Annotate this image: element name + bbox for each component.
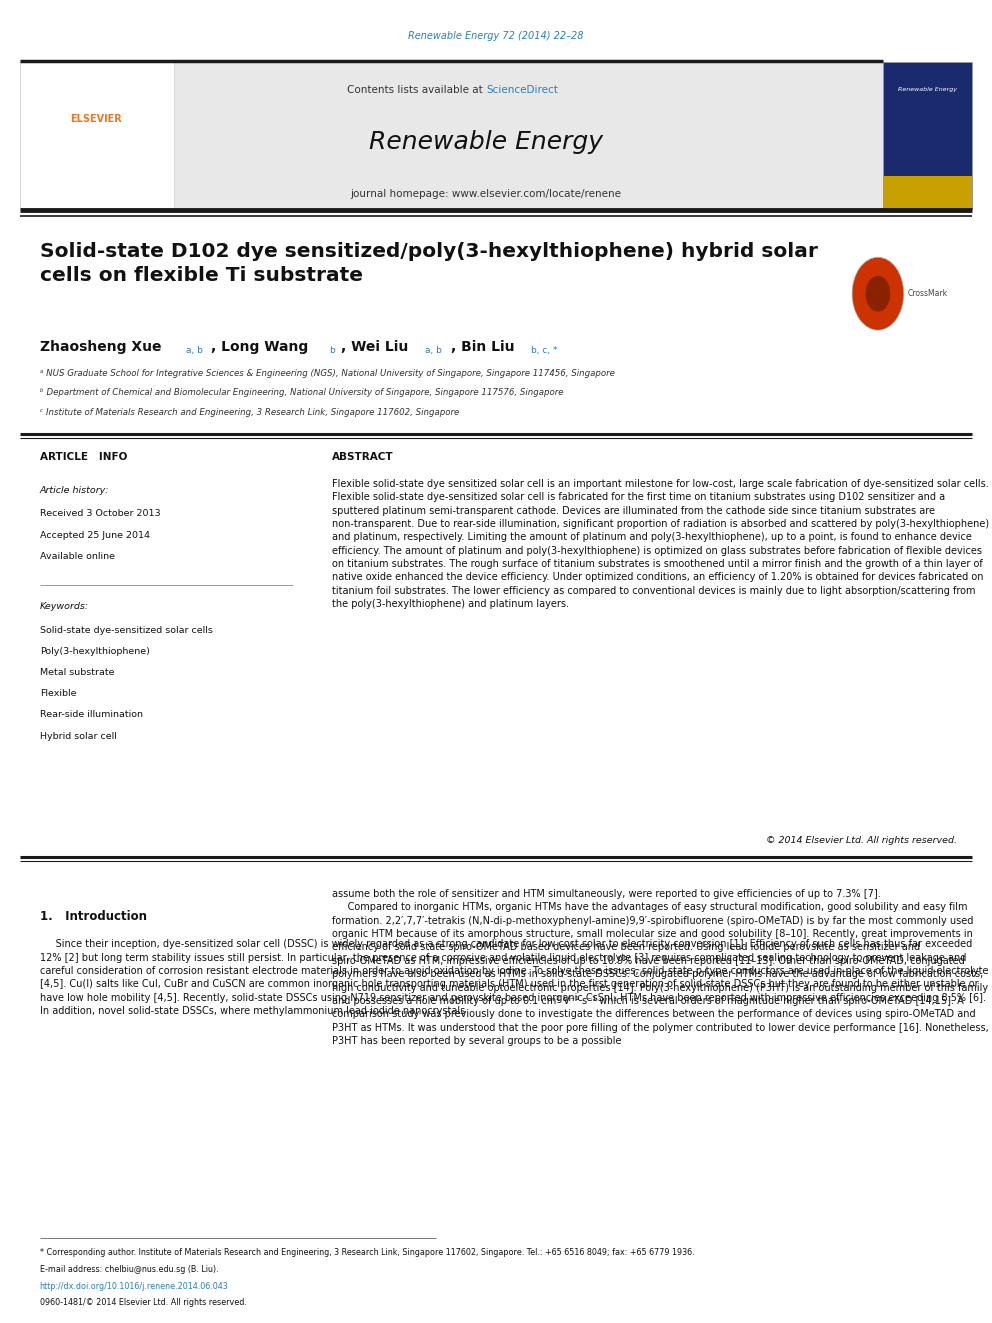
Text: ScienceDirect: ScienceDirect: [486, 85, 558, 95]
Text: ᶜ Institute of Materials Research and Engineering, 3 Research Link, Singapore 11: ᶜ Institute of Materials Research and En…: [40, 409, 459, 417]
Text: ᵃ NUS Graduate School for Integrative Sciences & Engineering (NGS), National Uni: ᵃ NUS Graduate School for Integrative Sc…: [40, 369, 615, 377]
Text: Renewable Energy: Renewable Energy: [898, 87, 957, 93]
Text: Solid-state D102 dye sensitized/poly(3-hexylthiophene) hybrid solar
cells on fle: Solid-state D102 dye sensitized/poly(3-h…: [40, 242, 817, 286]
Text: Rear-side illumination: Rear-side illumination: [40, 710, 143, 720]
Text: Renewable Energy: Renewable Energy: [369, 130, 603, 153]
Text: Solid-state dye-sensitized solar cells: Solid-state dye-sensitized solar cells: [40, 626, 212, 635]
Text: CrossMark: CrossMark: [908, 290, 947, 298]
Text: Contents lists available at: Contents lists available at: [347, 85, 486, 95]
Text: 1.   Introduction: 1. Introduction: [40, 910, 147, 923]
Text: Available online: Available online: [40, 552, 115, 561]
Text: © 2014 Elsevier Ltd. All rights reserved.: © 2014 Elsevier Ltd. All rights reserved…: [766, 836, 957, 845]
FancyBboxPatch shape: [883, 176, 972, 209]
Text: Received 3 October 2013: Received 3 October 2013: [40, 509, 161, 519]
Text: * Corresponding author. Institute of Materials Research and Engineering, 3 Resea: * Corresponding author. Institute of Mat…: [40, 1248, 694, 1257]
Text: Keywords:: Keywords:: [40, 602, 89, 611]
Text: b, c, *: b, c, *: [531, 347, 558, 355]
Text: a, b: a, b: [186, 347, 203, 355]
Text: ELSEVIER: ELSEVIER: [70, 114, 122, 124]
Text: a, b: a, b: [425, 347, 441, 355]
FancyBboxPatch shape: [883, 62, 972, 209]
Text: E-mail address: chelbiu@nus.edu.sg (B. Liu).: E-mail address: chelbiu@nus.edu.sg (B. L…: [40, 1265, 218, 1274]
Text: ABSTRACT: ABSTRACT: [332, 452, 394, 463]
Text: journal homepage: www.elsevier.com/locate/renene: journal homepage: www.elsevier.com/locat…: [350, 189, 622, 200]
Text: Poly(3-hexylthiophene): Poly(3-hexylthiophene): [40, 647, 150, 656]
Text: ᵇ Department of Chemical and Biomolecular Engineering, National University of Si: ᵇ Department of Chemical and Biomolecula…: [40, 389, 563, 397]
Text: Accepted 25 June 2014: Accepted 25 June 2014: [40, 531, 150, 540]
Text: Article history:: Article history:: [40, 486, 109, 495]
Text: Since their inception, dye-sensitized solar cell (DSSC) is widely regarded as a : Since their inception, dye-sensitized so…: [40, 939, 988, 1016]
Text: Metal substrate: Metal substrate: [40, 668, 114, 677]
Text: Renewable Energy 72 (2014) 22–28: Renewable Energy 72 (2014) 22–28: [409, 30, 583, 41]
Text: Flexible: Flexible: [40, 689, 76, 699]
Text: Flexible solid-state dye sensitized solar cell is an important milestone for low: Flexible solid-state dye sensitized sola…: [332, 479, 989, 609]
Text: , Bin Liu: , Bin Liu: [451, 340, 515, 353]
Text: 0960-1481/© 2014 Elsevier Ltd. All rights reserved.: 0960-1481/© 2014 Elsevier Ltd. All right…: [40, 1298, 247, 1307]
Text: assume both the role of sensitizer and HTM simultaneously, were reported to give: assume both the role of sensitizer and H…: [332, 889, 989, 1046]
Text: b: b: [329, 347, 335, 355]
Text: Hybrid solar cell: Hybrid solar cell: [40, 732, 116, 741]
Text: Zhaosheng Xue: Zhaosheng Xue: [40, 340, 161, 353]
Text: http://dx.doi.org/10.1016/j.renene.2014.06.043: http://dx.doi.org/10.1016/j.renene.2014.…: [40, 1282, 228, 1291]
Ellipse shape: [865, 275, 891, 311]
Text: ARTICLE   INFO: ARTICLE INFO: [40, 452, 127, 463]
Ellipse shape: [852, 257, 904, 329]
Text: , Long Wang: , Long Wang: [211, 340, 309, 353]
FancyBboxPatch shape: [20, 62, 174, 209]
FancyBboxPatch shape: [20, 62, 883, 209]
Text: , Wei Liu: , Wei Liu: [341, 340, 409, 353]
